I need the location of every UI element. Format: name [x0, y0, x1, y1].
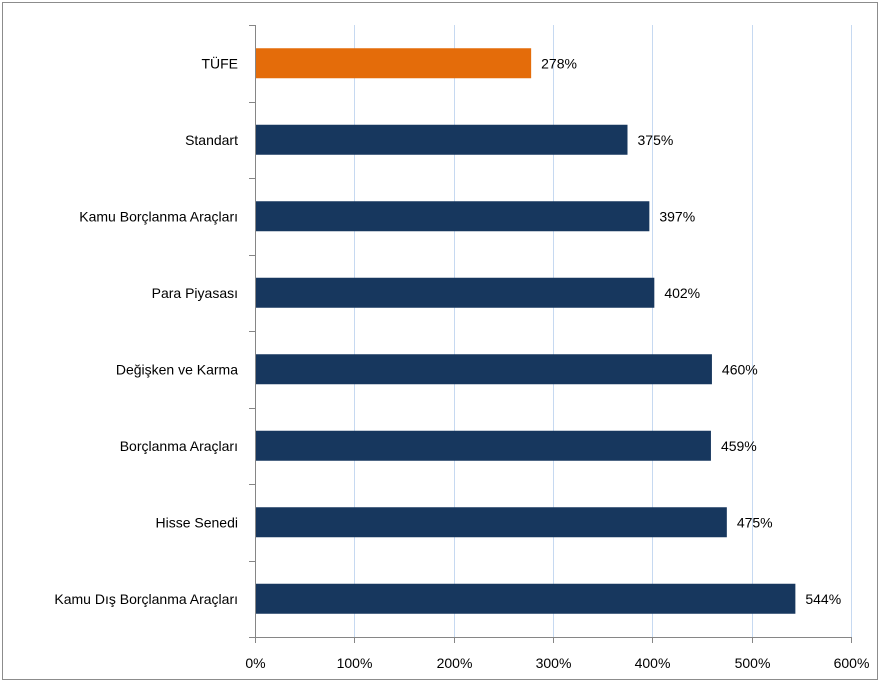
category-label: Hisse Senedi	[156, 514, 239, 530]
value-label: 402%	[664, 285, 700, 301]
x-tick-label: 200%	[437, 655, 473, 671]
axes	[249, 25, 852, 643]
category-label: Standart	[185, 132, 238, 148]
category-label: Kamu Dış Borçlanma Araçları	[54, 591, 238, 607]
bar	[255, 430, 711, 461]
value-labels: 278% 375% 397% 402% 460% 459% 475% 544%	[541, 55, 841, 607]
x-tick-label: 300%	[536, 655, 572, 671]
category-label: TÜFE	[201, 54, 238, 71]
category-labels: TÜFE Standart Kamu Borçlanma Araçları Para …	[54, 54, 238, 607]
category-label: Kamu Borçlanma Araçları	[79, 208, 238, 224]
bars	[255, 48, 796, 614]
x-tick-label: 500%	[735, 655, 771, 671]
x-tick-label: 400%	[635, 655, 671, 671]
value-label: 278%	[541, 55, 577, 71]
value-label: 460%	[722, 361, 758, 377]
value-label: 459%	[721, 438, 757, 454]
category-label: Değişken ve Karma	[116, 361, 238, 377]
bar	[255, 277, 655, 308]
category-label: Para Piyasası	[152, 285, 238, 301]
bar	[255, 48, 532, 79]
bar	[255, 507, 727, 538]
bar	[255, 124, 628, 155]
bar	[255, 354, 712, 385]
category-label: Borçlanma Araçları	[120, 438, 238, 454]
x-tick-label: 0%	[245, 655, 265, 671]
value-label: 397%	[659, 208, 695, 224]
bar	[255, 201, 650, 232]
x-tick-label: 100%	[337, 655, 373, 671]
bar	[255, 583, 796, 614]
value-label: 544%	[805, 591, 841, 607]
x-tick-label: 600%	[834, 655, 870, 671]
value-label: 475%	[737, 514, 773, 530]
value-label: 375%	[638, 132, 674, 148]
gridlines	[354, 25, 852, 637]
x-tick-labels: 0% 100% 200% 300% 400% 500% 600%	[245, 655, 869, 671]
